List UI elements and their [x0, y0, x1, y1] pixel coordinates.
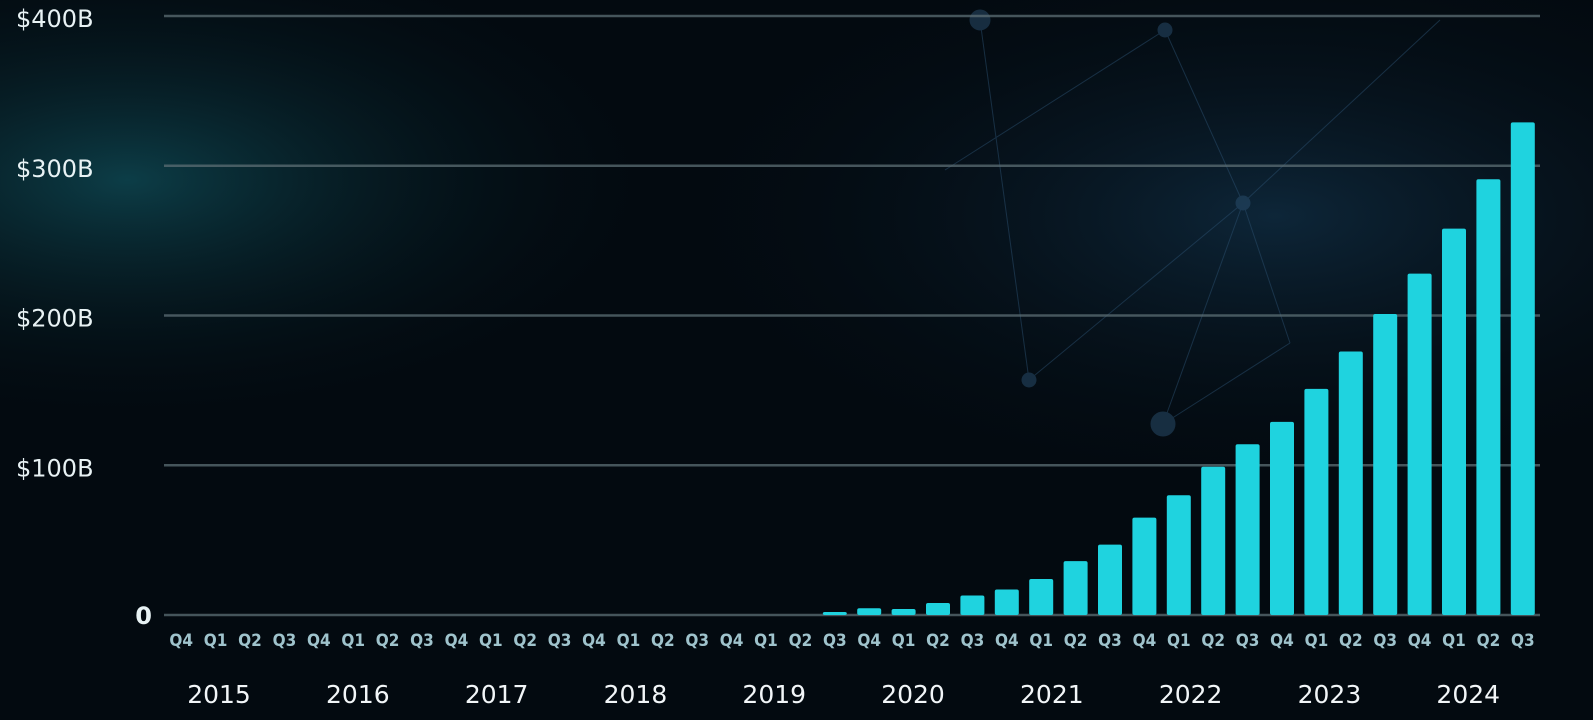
- y-tick-label: $300B: [16, 155, 94, 183]
- year-label: 2019: [742, 680, 806, 709]
- bar: [1373, 314, 1398, 615]
- year-label: 2020: [881, 680, 945, 709]
- bar: [1476, 179, 1501, 616]
- x-tick-label: Q3: [961, 631, 985, 651]
- year-label: 2021: [1020, 680, 1084, 709]
- bar: [1098, 544, 1122, 615]
- bar: [822, 612, 847, 615]
- x-tick-label: Q1: [754, 631, 778, 651]
- x-tick-label: Q2: [651, 631, 675, 651]
- x-tick-label: Q4: [1408, 631, 1432, 651]
- year-label: 2023: [1298, 680, 1362, 709]
- y-tick-label: $400B: [16, 5, 94, 33]
- x-tick-label: Q3: [1511, 631, 1535, 651]
- bar: [1201, 466, 1226, 615]
- x-tick-label: Q2: [513, 631, 537, 651]
- x-tick-label: Q2: [926, 631, 950, 651]
- x-tick-label: Q1: [341, 631, 365, 651]
- x-tick-label: Q4: [720, 631, 744, 651]
- x-tick-label: Q2: [789, 631, 813, 651]
- network-decoration: [944, 9, 1441, 437]
- x-tick-label: Q4: [169, 631, 193, 651]
- bar: [1442, 228, 1466, 615]
- x-tick-label: Q2: [376, 631, 400, 651]
- x-tick-label: Q3: [548, 631, 572, 651]
- bar: [994, 589, 1019, 615]
- bar: [1063, 561, 1088, 615]
- bar: [926, 603, 950, 615]
- y-tick-label: $100B: [16, 454, 94, 482]
- bar: [1510, 122, 1535, 615]
- bar: [857, 608, 882, 615]
- x-tick-label: Q3: [1373, 631, 1397, 651]
- x-tick-label: Q1: [479, 631, 503, 651]
- year-label: 2016: [326, 680, 390, 709]
- x-tick-label: Q1: [617, 631, 641, 651]
- year-label: 2017: [465, 680, 529, 709]
- year-label: 2022: [1159, 680, 1223, 709]
- y-tick-label: $200B: [16, 305, 94, 333]
- x-tick-label: Q1: [1029, 631, 1053, 651]
- x-tick-label: Q4: [1270, 631, 1294, 651]
- x-tick-label: Q4: [857, 631, 881, 651]
- bar: [1166, 495, 1191, 615]
- x-tick-label: Q1: [1167, 631, 1191, 651]
- bar: [1304, 388, 1329, 615]
- x-tick-label: Q3: [273, 631, 297, 651]
- x-tick-label: Q2: [238, 631, 262, 651]
- bar: [891, 609, 916, 615]
- bar: [1029, 579, 1054, 615]
- year-label: 2015: [187, 680, 251, 709]
- x-tick-label: Q4: [307, 631, 331, 651]
- bar: [1132, 517, 1157, 615]
- bar: [1407, 273, 1432, 615]
- x-tick-label: Q3: [1098, 631, 1122, 651]
- bar: [960, 595, 985, 615]
- x-tick-label: Q4: [582, 631, 606, 651]
- bar: [1270, 421, 1294, 615]
- x-tick-label: Q2: [1064, 631, 1088, 651]
- x-tick-label: Q2: [1477, 631, 1501, 651]
- bar: [1235, 444, 1260, 615]
- x-tick-label: Q1: [1442, 631, 1466, 651]
- bar: [1338, 351, 1363, 615]
- year-label: 2024: [1436, 680, 1500, 709]
- y-tick-label: 0: [135, 602, 152, 630]
- x-tick-label: Q2: [1339, 631, 1363, 651]
- x-tick-label: Q3: [685, 631, 709, 651]
- x-tick-label: Q2: [1201, 631, 1225, 651]
- year-label: 2018: [604, 680, 668, 709]
- x-tick-label: Q1: [204, 631, 228, 651]
- x-tick-label: Q4: [445, 631, 469, 651]
- x-tick-label: Q3: [823, 631, 847, 651]
- x-tick-label: Q1: [892, 631, 916, 651]
- x-tick-label: Q3: [410, 631, 434, 651]
- x-tick-label: Q1: [1305, 631, 1329, 651]
- x-tick-label: Q4: [995, 631, 1019, 651]
- x-tick-label: Q3: [1236, 631, 1260, 651]
- x-tick-label: Q4: [1133, 631, 1157, 651]
